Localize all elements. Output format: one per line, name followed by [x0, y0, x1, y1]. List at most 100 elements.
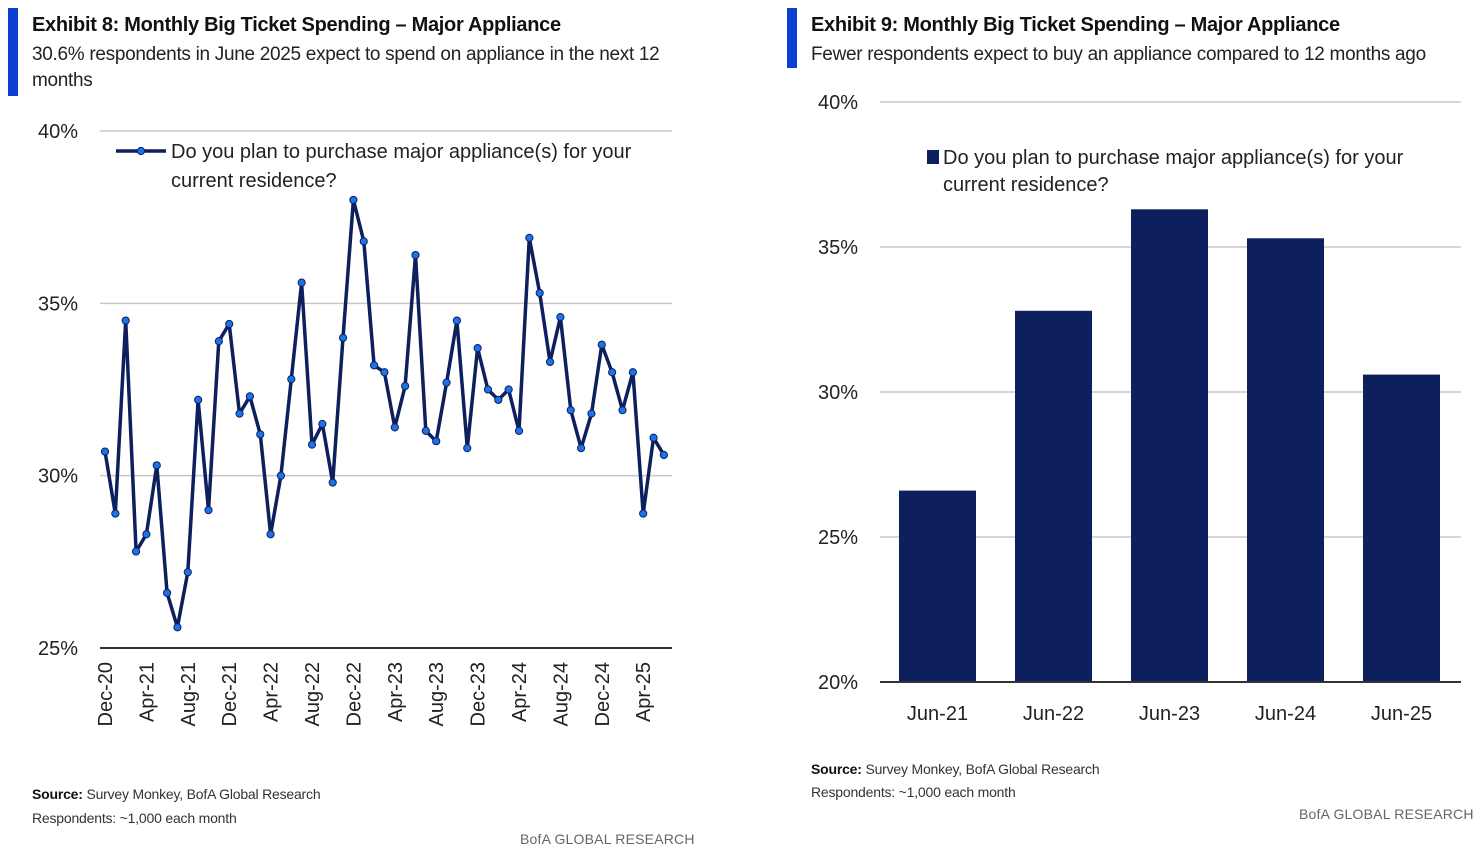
exhibit-9-accent-bar [787, 8, 797, 68]
data-point [525, 233, 534, 242]
data-point [297, 278, 306, 287]
data-point [287, 375, 296, 384]
exhibit-8-respondents: Respondents: ~1,000 each month [32, 810, 237, 826]
data-point [421, 426, 430, 435]
x-tick-label: Dec-21 [219, 662, 241, 726]
data-point [318, 419, 327, 429]
x-tick-label: Dec-23 [468, 662, 490, 726]
exhibit-8-source: Source: Survey Monkey, BofA Global Resea… [32, 782, 321, 806]
data-point [245, 392, 254, 401]
y-tick-label: 35% [38, 293, 78, 315]
x-tick-label: Dec-20 [95, 662, 117, 726]
data-point [649, 433, 658, 442]
data-point [566, 406, 575, 415]
x-tick-label: Aug-23 [426, 662, 448, 727]
data-point [483, 385, 493, 394]
y-tick-label: 20% [818, 672, 858, 694]
x-tick-label: Apr-22 [261, 662, 283, 722]
data-point [473, 344, 482, 353]
data-point [152, 461, 161, 470]
series-line [103, 198, 666, 630]
exhibit-9-source-label: Source: [811, 761, 862, 777]
exhibit-8-brand: BofA GLOBAL RESEARCH [520, 831, 695, 847]
x-tick-label: Aug-22 [302, 662, 324, 727]
data-point [276, 471, 286, 480]
data-point [359, 237, 368, 246]
legend-bar-swatch [927, 150, 939, 164]
x-tick-label: Jun-23 [1139, 703, 1200, 725]
x-tick-label: Jun-24 [1255, 703, 1316, 725]
x-tick-label: Aug-21 [178, 662, 200, 727]
exhibit-8-source-label: Source: [32, 786, 83, 802]
data-point [401, 381, 410, 391]
data-point [131, 547, 141, 556]
x-tick-label: Dec-24 [592, 662, 614, 726]
exhibit-8-line-chart: 25% 30% 35% 40% Dec-20 Apr-21 Aug-21 Dec-21 Apr-… [38, 121, 672, 727]
data-point [235, 409, 244, 418]
y-tick-label: 40% [38, 121, 78, 143]
data-point [639, 509, 648, 518]
data-point [463, 443, 472, 453]
data-point [618, 406, 627, 415]
data-point [225, 319, 234, 329]
bar [899, 490, 976, 682]
data-point [442, 378, 451, 387]
exhibit-8-title: Exhibit 8: Monthly Big Ticket Spending –… [32, 14, 561, 36]
x-tick-label: Apr-25 [633, 662, 655, 722]
exhibit-8-subtitle: 30.6% respondents in June 2025 expect to… [32, 44, 660, 91]
data-point [504, 385, 513, 394]
x-tick-label: Apr-24 [509, 662, 531, 722]
legend-label: Do you plan to purchase major appliance(… [943, 147, 1404, 169]
legend-label: Do you plan to purchase major appliance(… [171, 141, 632, 163]
data-point [349, 195, 358, 205]
data-point [587, 409, 596, 418]
data-point [194, 395, 203, 404]
data-point [432, 437, 441, 446]
y-tick-label: 40% [818, 92, 858, 114]
y-tick-label: 25% [818, 527, 858, 549]
data-point [628, 368, 637, 377]
data-point [370, 361, 379, 370]
data-point [545, 357, 555, 367]
y-tick-label: 30% [38, 466, 78, 488]
data-point [380, 368, 389, 377]
exhibit-9-source-text: Survey Monkey, BofA Global Research [865, 761, 1100, 777]
exhibit-9-brand: BofA GLOBAL RESEARCH [1299, 806, 1474, 822]
data-point [183, 568, 192, 577]
exhibit-9-subtitle: Fewer respondents expect to buy an appli… [811, 44, 1426, 65]
data-point [100, 447, 110, 456]
y-tick-label: 25% [38, 638, 78, 660]
exhibit-9-bar-chart: 20% 25% 30% 35% 40% Jun-21 Jun-22 Jun-23 Jun-24 J… [818, 92, 1461, 725]
data-point [411, 250, 420, 260]
exhibit-9-source: Source: Survey Monkey, BofA Global Resea… [811, 757, 1100, 781]
data-point [338, 333, 348, 342]
data-point [494, 395, 503, 404]
data-point [256, 430, 265, 439]
data-point [214, 337, 223, 346]
x-tick-label: Dec-22 [343, 662, 365, 726]
data-point [577, 443, 586, 453]
data-point [608, 368, 617, 377]
data-point [266, 530, 275, 539]
data-point [163, 588, 172, 597]
data-point [142, 530, 151, 539]
exhibit-9-respondents: Respondents: ~1,000 each month [811, 784, 1016, 800]
x-tick-label: Jun-22 [1023, 703, 1084, 725]
bar [1131, 209, 1208, 683]
legend-marker [136, 146, 146, 156]
x-tick-label: Aug-24 [550, 662, 572, 727]
exhibit-8-accent-bar [8, 8, 18, 96]
legend-label: current residence? [171, 170, 337, 192]
exhibit-8-panel: Exhibit 8: Monthly Big Ticket Spending –… [0, 0, 700, 860]
data-point [452, 316, 461, 325]
exhibit-9-panel: Exhibit 9: Monthly Big Ticket Spending –… [785, 0, 1479, 860]
data-point [514, 426, 524, 435]
y-tick-label: 30% [818, 382, 858, 404]
bar [1363, 374, 1440, 682]
data-point [121, 316, 130, 325]
data-point [556, 313, 565, 322]
y-tick-label: 35% [818, 237, 858, 259]
data-point [597, 340, 606, 349]
exhibit-8-source-text: Survey Monkey, BofA Global Research [86, 786, 321, 802]
exhibit-9-title: Exhibit 9: Monthly Big Ticket Spending –… [811, 14, 1340, 36]
